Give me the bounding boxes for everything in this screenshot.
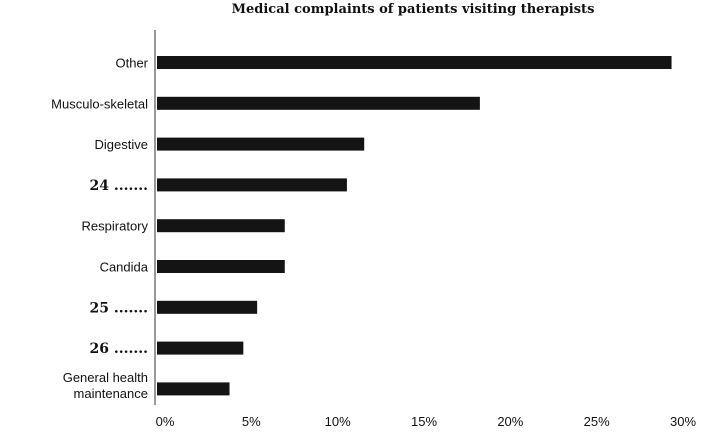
x-tick-label-0pct: 0%: [156, 414, 175, 429]
bar-musculo-skeletal: [157, 96, 480, 110]
category-labels: Other Musculo-skeletal Digestive 24 .......…: [51, 56, 149, 401]
category-label-other: Other: [115, 56, 148, 71]
x-tick-label-25pct: 25%: [584, 414, 610, 429]
category-label-respiratory: Respiratory: [82, 219, 149, 234]
category-label-candida: Candida: [100, 260, 149, 275]
bar-24: [157, 178, 347, 192]
bar-general-health-maintenance: [157, 382, 230, 396]
category-label-25: 25 .......: [90, 300, 148, 316]
bar-other: [157, 56, 672, 69]
category-label-24: 24 .......: [90, 178, 148, 194]
chart-title: Medical complaints of patients visiting …: [232, 2, 595, 17]
x-tick-labels: 0% 5% 10% 15% 20% 25% 30%: [156, 414, 697, 429]
x-tick-label-30pct: 30%: [670, 414, 696, 429]
bar-candida: [157, 260, 285, 273]
x-tick-label-5pct: 5%: [242, 414, 261, 429]
x-tick-label-10pct: 10%: [325, 414, 351, 429]
x-tick-label-15pct: 15%: [411, 414, 437, 429]
category-label-26: 26 .......: [90, 341, 148, 357]
bars-group: [157, 56, 672, 396]
category-label-general-health-maintenance: General health maintenance: [63, 370, 148, 401]
bar-25: [157, 300, 258, 314]
category-label-digestive: Digestive: [95, 137, 148, 152]
bar-respiratory: [157, 219, 285, 233]
category-label-musculo-skeletal: Musculo-skeletal: [51, 96, 148, 111]
bar-26: [157, 341, 244, 355]
bar-digestive: [157, 137, 365, 151]
x-tick-label-20pct: 20%: [497, 414, 523, 429]
